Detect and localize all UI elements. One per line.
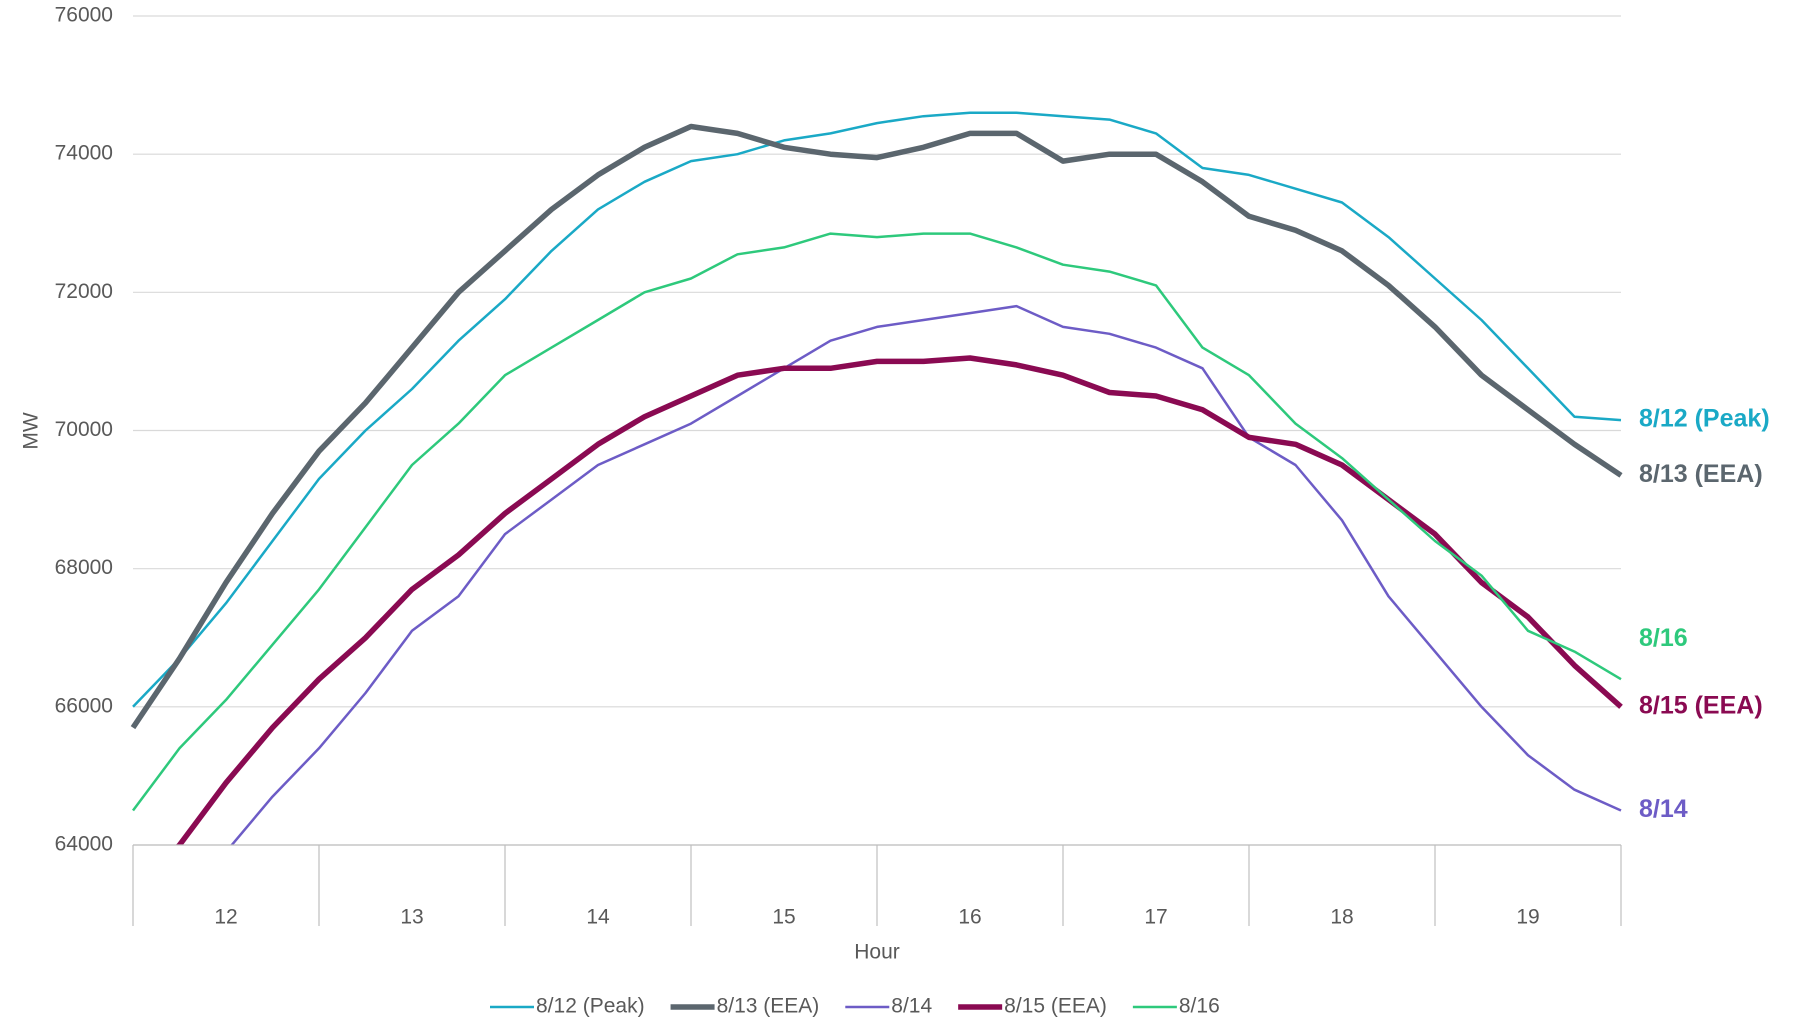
- end-label: 8/16: [1639, 624, 1688, 652]
- end-label: 8/14: [1639, 795, 1688, 823]
- end-label: 8/12 (Peak): [1639, 405, 1770, 433]
- x-tick-label: 17: [1144, 906, 1167, 929]
- legend-label: 8/16: [1179, 995, 1220, 1018]
- x-tick-label: 16: [958, 906, 981, 929]
- y-tick-label: 64000: [55, 833, 113, 856]
- end-label: 8/15 (EEA): [1639, 691, 1763, 719]
- plot-area: [130, 111, 1623, 845]
- y-tick-label: 68000: [55, 556, 113, 579]
- x-axis-label: Hour: [854, 941, 900, 964]
- y-tick-label: 74000: [55, 142, 113, 165]
- x-tick-label: 12: [214, 906, 237, 929]
- series-line: [130, 123, 1623, 730]
- legend-label: 8/13 (EEA): [717, 995, 820, 1018]
- series-line: [175, 355, 1623, 845]
- x-tick-label: 19: [1516, 906, 1539, 929]
- y-axis-label: MW: [20, 412, 43, 449]
- y-tick-label: 70000: [55, 418, 113, 441]
- series-line: [230, 304, 1622, 845]
- legend: 8/12 (Peak) 8/13 (EEA) 8/14 8/15 (EEA) 8/16: [490, 995, 1220, 1018]
- y-tick-label: 72000: [55, 280, 113, 303]
- x-tick-label: 15: [772, 906, 795, 929]
- x-tick-label: 18: [1330, 906, 1353, 929]
- legend-label: 8/12 (Peak): [536, 995, 645, 1018]
- series-line: [132, 111, 1622, 708]
- y-tick-label: 66000: [55, 694, 113, 717]
- legend-label: 8/15 (EEA): [1004, 995, 1107, 1018]
- y-tick-label: 76000: [55, 4, 113, 27]
- x-tick-label: 13: [400, 906, 423, 929]
- series-line: [131, 232, 1622, 812]
- legend-label: 8/14: [891, 995, 932, 1018]
- x-tick-label: 14: [586, 906, 610, 929]
- end-label: 8/13 (EEA): [1639, 460, 1763, 488]
- grid: [133, 15, 1621, 846]
